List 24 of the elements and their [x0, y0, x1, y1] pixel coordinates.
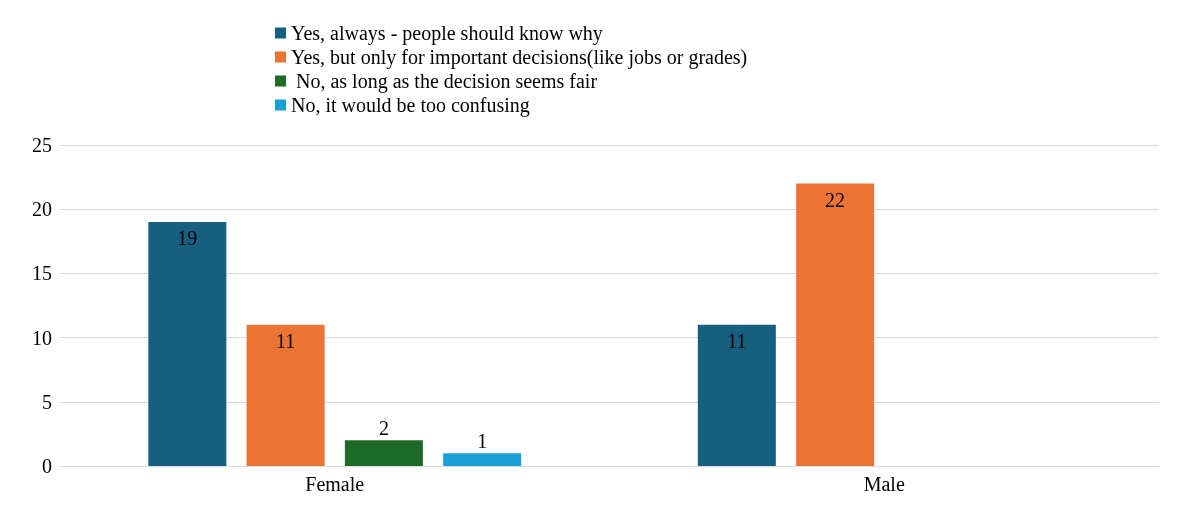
legend-label: Yes, always - people should know why — [291, 22, 603, 45]
bar — [344, 440, 423, 466]
bar — [148, 222, 227, 466]
y-tick-label: 5 — [42, 390, 52, 413]
data-label: 22 — [825, 188, 846, 211]
bar — [443, 453, 522, 466]
y-tick-label: 10 — [32, 326, 52, 349]
bar — [796, 183, 875, 466]
data-label: 11 — [275, 329, 296, 352]
data-label: 1 — [477, 430, 488, 453]
data-label: 2 — [378, 417, 389, 440]
bar — [697, 324, 776, 466]
y-tick-label: 15 — [32, 262, 52, 285]
legend-label: No, as long as the decision seems fair — [291, 70, 598, 93]
x-tick-label: Male — [863, 473, 905, 495]
data-label: 11 — [727, 329, 747, 352]
bar — [246, 324, 325, 466]
x-tick-label: Female — [305, 473, 365, 495]
y-tick-label: 0 — [42, 455, 52, 477]
legend-label: No, it would be too confusing — [291, 94, 530, 117]
legend-label: Yes, but only for important decisions(like jobs or grades) — [291, 46, 748, 69]
y-tick-label: 25 — [32, 134, 52, 156]
data-label: 19 — [177, 227, 198, 250]
y-tick-label: 20 — [32, 198, 52, 221]
